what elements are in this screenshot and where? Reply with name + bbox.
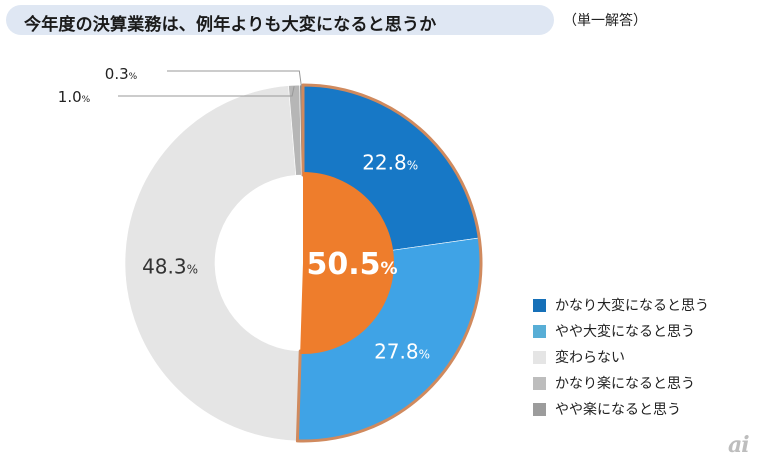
legend-swatch [533,376,546,390]
legend-swatch [533,324,546,338]
legend-label: かなり楽になると思う [555,376,695,392]
legend-label: かなり大変になると思う [555,298,709,314]
legend-label: 変わらない [555,350,625,366]
legend-item-2: 変わらない [533,344,709,370]
slice-label-0: 22.8% [362,151,418,175]
legend-swatch [533,402,546,416]
legend-swatch [533,298,546,312]
slice-label-4: 0.3% [105,65,138,83]
chart-subtitle: （単一解答） [563,13,647,29]
legend-label: やや楽になると思う [555,402,681,418]
chart-title: 今年度の決算業務は、例年よりも大変になると思うか [24,15,437,35]
slice-label-3: 1.0% [58,88,91,106]
slice-label-1: 27.8% [374,340,430,364]
slice-2 [124,85,301,442]
brand-logo: ai [728,432,750,458]
center-total-wedge [300,172,395,354]
legend-item-4: やや楽になると思う [533,396,709,422]
legend-item-3: かなり楽になると思う [533,370,709,396]
legend-label: やや大変になると思う [555,324,695,340]
leader-line-4 [167,70,302,87]
title-bar: 今年度の決算業務は、例年よりも大変になると思うか [6,5,554,35]
legend-swatch [533,350,546,364]
legend-item-0: かなり大変になると思う [533,292,709,318]
center-total-label: 50.5% [306,247,397,282]
legend: かなり大変になると思う やや大変になると思う 変わらないかなり楽になると思う やや楽に… [533,292,709,422]
legend-item-1: やや大変になると思う [533,318,709,344]
slice-label-2: 48.3% [142,254,198,278]
leader-line-3 [118,86,295,97]
